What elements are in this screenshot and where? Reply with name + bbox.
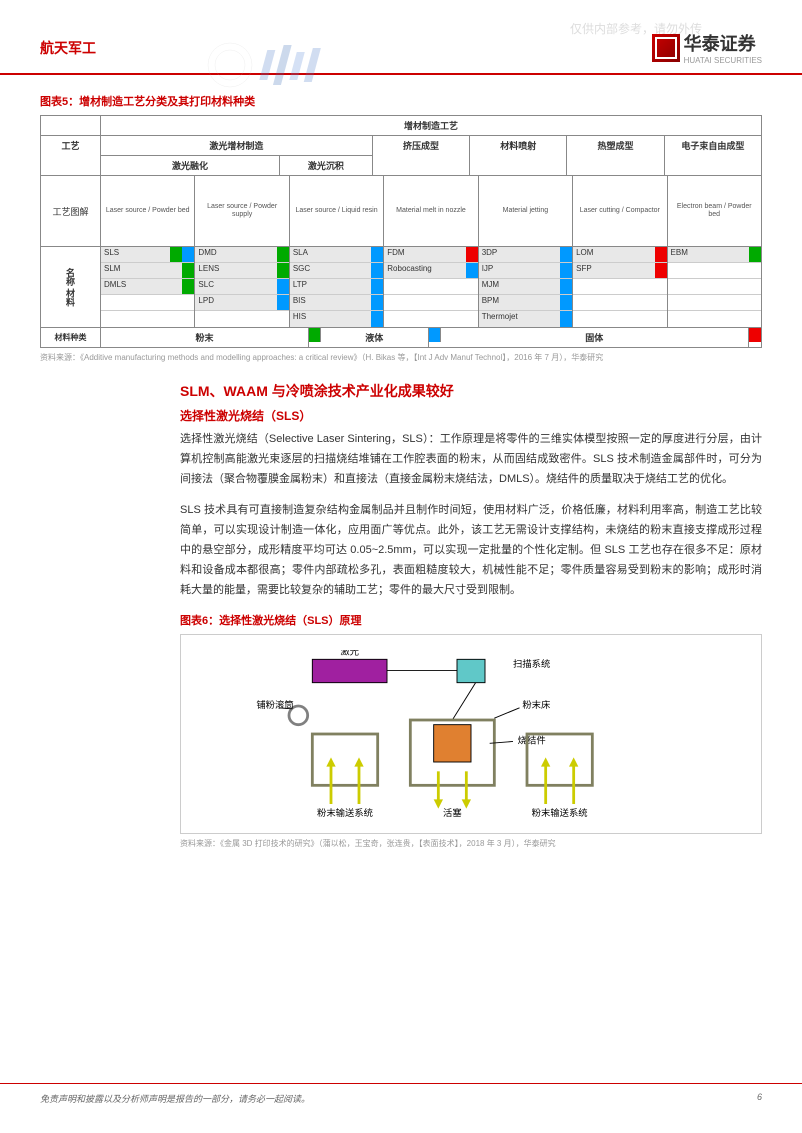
disclaimer: 免责声明和披露以及分析师声明是报告的一部分，请务必一起阅读。 (40, 1092, 310, 1105)
tech-cell (668, 279, 761, 295)
header-decoration (200, 40, 380, 90)
paragraph-2: SLS 技术具有可直接制造复杂结构金属制品并且制作时间短，使用材料广泛，价格低廉… (40, 501, 762, 600)
svg-text:粉末输送系统: 粉末输送系统 (532, 808, 588, 819)
category-label: 航天军工 (40, 38, 96, 58)
name-label: 名称 材料 (41, 247, 101, 327)
tech-cell (101, 311, 194, 327)
svg-text:激光: 激光 (340, 650, 359, 657)
tech-cell: IJP (479, 263, 572, 279)
figure5-title: 图表5：增材制造工艺分类及其打印材料种类 (40, 93, 762, 109)
tech-cell: HIS (290, 311, 383, 327)
watermark: 仅供内部参考，请勿外传 (570, 20, 702, 37)
figure5-source: 资料来源：《Additive manufacturing methods and… (40, 352, 762, 363)
tech-cell: Robocasting (384, 263, 477, 279)
th-thermo: 热塑成型 (567, 136, 664, 175)
diag-3: Material melt in nozzle (396, 207, 466, 215)
tech-cell (668, 311, 761, 327)
mat-liquid: 液体 (365, 331, 383, 344)
brand-block: 华泰证券 HUATAI SECURITIES (652, 30, 762, 65)
subsection-title: 选择性激光烧结（SLS） (40, 407, 762, 424)
tech-cell: SFP (573, 263, 666, 279)
tech-grid: 名称 材料 SLSSLMDMLSDMDLENSSLCLPD SLASGCLTPBI… (41, 247, 761, 328)
tech-cell: LENS (195, 263, 288, 279)
th-extrude: 挤压成型 (373, 136, 470, 175)
diagram-label: 工艺图解 (41, 176, 101, 246)
svg-text:烧结件: 烧结件 (518, 735, 546, 746)
tech-cell: LOM (573, 247, 666, 263)
diag-5: Laser cutting / Compactor (580, 207, 660, 215)
tech-cell: BPM (479, 295, 572, 311)
tech-cell: BIS (290, 295, 383, 311)
svg-text:粉末输送系统: 粉末输送系统 (317, 808, 373, 819)
mat-solid: 固体 (585, 331, 603, 344)
th-deposit: 激光沉积 (280, 156, 372, 175)
tech-cell (668, 295, 761, 311)
figure6-source: 资料来源：《金属 3D 打印技术的研究》（蒲以松，王宝奇，张连贵，【表面技术】，… (40, 838, 762, 849)
th-process: 工艺 (41, 136, 101, 175)
sls-diagram: 激光 扫描系统 铺粉滚筒 烧结件 粉末床 粉末输送系统 活塞 粉末输送系统 (180, 634, 762, 834)
tech-cell: SLM (101, 263, 194, 279)
th-jet: 材料喷射 (470, 136, 567, 175)
diag-4: Material jetting (503, 207, 549, 215)
tech-cell (573, 311, 666, 327)
th-laser: 激光增材制造 (101, 136, 372, 156)
figure6-title: 图表6：选择性激光烧结（SLS）原理 (40, 612, 762, 628)
tech-cell (384, 279, 477, 295)
logo-icon (652, 34, 680, 62)
tech-cell (573, 279, 666, 295)
section-title: SLM、WAAM 与冷喷涂技术产业化成果较好 (40, 381, 762, 401)
diag-0: Laser source / Powder bed (106, 207, 190, 215)
tech-cell: FDM (384, 247, 477, 263)
svg-text:扫描系统: 扫描系统 (513, 658, 550, 669)
diag-6: Electron beam / Powder bed (672, 203, 757, 220)
mat-powder: 粉末 (195, 331, 213, 344)
tech-cell: 3DP (479, 247, 572, 263)
tech-cell (573, 295, 666, 311)
tech-cell (195, 311, 288, 327)
th-ebeam: 电子束自由成型 (665, 136, 761, 175)
main-header: 增材制造工艺 (101, 116, 761, 135)
diag-2: Laser source / Liquid resin (296, 207, 378, 215)
page-number: 6 (757, 1092, 762, 1105)
diagram-row: 工艺图解 Laser source / Powder bed Laser sou… (41, 176, 761, 247)
svg-text:活塞: 活塞 (443, 808, 462, 819)
tech-cell: SLC (195, 279, 288, 295)
page-header: 航天军工 华泰证券 HUATAI SECURITIES (0, 0, 802, 75)
brand-en: HUATAI SECURITIES (684, 56, 762, 65)
diag-1: Laser source / Powder supply (199, 203, 284, 220)
tech-cell: MJM (479, 279, 572, 295)
tech-cell: SLS (101, 247, 194, 263)
tech-cell (101, 295, 194, 311)
tech-cell: DMLS (101, 279, 194, 295)
mat-label: 材料种类 (41, 328, 101, 347)
material-row: 材料种类 粉末 液体 固体 (41, 328, 761, 347)
figure5-table: 增材制造工艺 工艺 激光增材制造 激光融化激光沉积 挤压成型 材料喷射 热塑成型… (40, 115, 762, 348)
tech-cell: LPD (195, 295, 288, 311)
tech-cell: SGC (290, 263, 383, 279)
th-melt: 激光融化 (101, 156, 280, 175)
tech-cell (668, 263, 761, 279)
page-footer: 免责声明和披露以及分析师声明是报告的一部分，请务必一起阅读。 6 (0, 1083, 802, 1113)
tech-cell (384, 311, 477, 327)
paragraph-1: 选择性激光烧结（Selective Laser Sintering，SLS）：工… (40, 430, 762, 489)
tech-cell: DMD (195, 247, 288, 263)
svg-text:粉末床: 粉末床 (522, 699, 551, 710)
tech-cell: Thermojet (479, 311, 572, 327)
tech-cell (384, 295, 477, 311)
tech-cell: EBM (668, 247, 761, 263)
tech-cell: LTP (290, 279, 383, 295)
tech-cell: SLA (290, 247, 383, 263)
